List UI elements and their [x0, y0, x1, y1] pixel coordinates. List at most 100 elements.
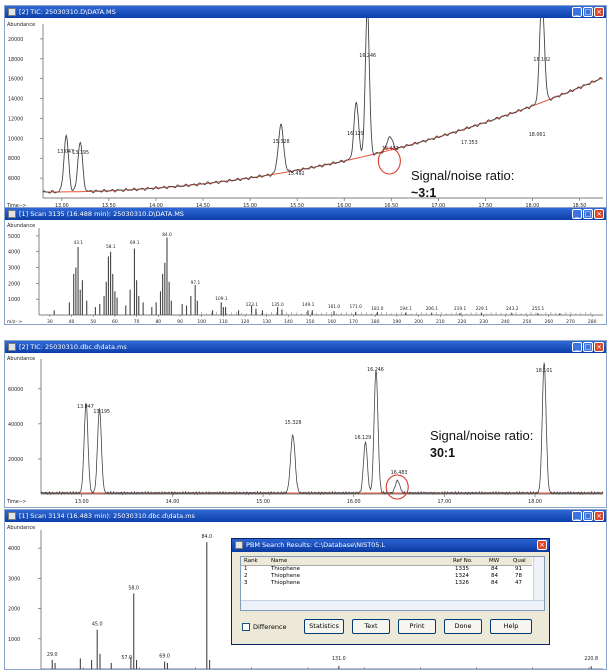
x-tick-label: 90 [177, 319, 183, 324]
dialog-icon [235, 541, 243, 549]
col-rank[interactable]: Rank [244, 558, 258, 564]
pbm-search-dialog: PBM Search Results: C:\Database\NIST05.L… [231, 538, 550, 645]
maximize-icon[interactable]: □ [583, 7, 593, 17]
minimize-icon[interactable]: _ [572, 209, 582, 219]
peak-label: 161.0 [328, 304, 341, 310]
vertical-scrollbar[interactable] [533, 557, 544, 601]
close-icon[interactable]: × [594, 342, 604, 352]
peak-label: 58.1 [106, 244, 116, 250]
peak-label: 149.1 [302, 302, 315, 308]
x-tick-label: 270 [566, 319, 575, 324]
peak-label: 69.1 [130, 240, 140, 246]
sn-annotation-bottom: Signal/noise ratio: 30:1 [430, 428, 533, 460]
peak-label: 135.0 [271, 302, 284, 308]
maximize-icon[interactable]: □ [583, 342, 593, 352]
difference-checkbox[interactable] [242, 623, 250, 631]
help-button[interactable]: Help [490, 619, 532, 634]
spectrum-chart-1: Abundance 5000 4000 3000 2000 1000 30 40 50 60 70 8… [7, 223, 603, 324]
y-tick-label: 60000 [8, 387, 23, 393]
table-row[interactable]: 1 Thiophene 1335 84 91 [241, 566, 532, 573]
spectrum-window-2-titlebar[interactable]: [1] Scan 3134 (16.483 min): 25030310.dbc… [5, 510, 606, 522]
x-tick-label: 50 [90, 319, 96, 324]
row-rank: 3 [244, 580, 248, 586]
table-row[interactable]: 3 Thiophene 1326 84 47 [241, 580, 532, 587]
peak-label: 45.0 [92, 622, 103, 628]
row-rank: 2 [244, 573, 248, 579]
col-qual[interactable]: Qual [513, 558, 526, 564]
x-tick-label: 15.00 [256, 499, 270, 505]
tic-window-1-titlebar[interactable]: [2] TIC: 25030310.D\DATA.MS _ □ × [5, 6, 606, 18]
maximize-icon[interactable]: □ [583, 511, 593, 521]
x-tick-label: 70 [134, 319, 140, 324]
x-tick-label: 17.00 [438, 499, 452, 505]
peak-label: 29.0 [47, 652, 58, 658]
highlight-circle [385, 474, 409, 500]
x-tick-label: 16.00 [337, 203, 351, 209]
row-ref: 1324 [455, 573, 469, 579]
peak-label: 171.0 [350, 304, 363, 310]
x-axis-label: Time--> [6, 203, 26, 209]
peak-label: 18.102 [533, 57, 550, 63]
row-rank: 1 [244, 566, 248, 572]
close-icon[interactable]: × [594, 209, 604, 219]
x-tick-label: 16.50 [384, 203, 398, 209]
y-tick-label: 4000 [8, 546, 20, 552]
y-tick-label: 20000 [8, 457, 23, 463]
y-tick-label: 5000 [8, 234, 20, 240]
y-tick-label: 18000 [8, 57, 23, 63]
x-tick-label: 210 [436, 319, 445, 324]
sn-label-bottom: Signal/noise ratio: [430, 428, 534, 443]
text-button[interactable]: Text [352, 619, 390, 634]
y-tick-label: 40000 [8, 422, 23, 428]
dialog-close-icon[interactable]: × [537, 540, 547, 550]
row-name: Thiophene [271, 580, 300, 586]
tic-window-2: [2] TIC: 25030310.dbc.d\data.ms _ □ × Ab… [4, 340, 607, 508]
minimize-icon[interactable]: _ [572, 7, 582, 17]
peak-label: 13.195 [72, 150, 89, 156]
x-tick-label: 13.50 [102, 203, 116, 209]
peak-label: 220.8 [584, 656, 598, 662]
close-icon[interactable]: × [594, 511, 604, 521]
tic-chart-1: Abundance 20000 18000 16000 14000 12000 10000 8… [6, 18, 603, 209]
table-row[interactable]: 2 Thiophene 1324 84 78 [241, 573, 532, 580]
x-tick-label: 140 [284, 319, 293, 324]
highlight-circle [377, 147, 401, 175]
col-name[interactable]: Name [271, 558, 288, 564]
horizontal-scrollbar[interactable] [241, 600, 544, 610]
dialog-titlebar[interactable]: PBM Search Results: C:\Database\NIST05.L… [232, 539, 549, 552]
peak-label: 18.101 [536, 368, 553, 374]
minimize-icon[interactable]: _ [572, 511, 582, 521]
x-tick-label: 17.00 [431, 203, 445, 209]
x-tick-label: 16.00 [347, 499, 361, 505]
y-axis-label: Abundance [7, 356, 35, 362]
baseline-line [43, 77, 603, 193]
maximize-icon[interactable]: □ [583, 209, 593, 219]
peak-label: 13.047 [57, 149, 74, 155]
minimize-icon[interactable]: _ [572, 342, 582, 352]
print-button[interactable]: Print [398, 619, 436, 634]
window-icon [8, 210, 16, 218]
peak-label: 13.195 [93, 409, 110, 415]
statistics-button[interactable]: Statistics [304, 619, 344, 634]
tic-trace [40, 362, 604, 496]
x-tick-label: 80 [155, 319, 161, 324]
row-name: Thiophene [271, 566, 300, 572]
row-name: Thiophene [271, 573, 300, 579]
y-tick-label: 4000 [8, 250, 20, 256]
peak-label: 16.246 [359, 53, 376, 59]
col-mw[interactable]: MW [489, 558, 500, 564]
col-ref[interactable]: Ref No. [453, 558, 473, 564]
peak-label: 43.1 [73, 240, 83, 246]
x-tick-label: 250 [523, 319, 532, 324]
row-mw: 84 [491, 580, 498, 586]
results-list[interactable]: Rank Name Ref No. MW Qual 1 Thiophene 13… [240, 556, 545, 611]
peak-label: 69.0 [159, 653, 170, 659]
x-tick-label: 190 [393, 319, 402, 324]
peak-label: 131.0 [332, 656, 346, 662]
window-icon [8, 343, 16, 351]
peak-label: 16.483 [391, 470, 408, 476]
done-button[interactable]: Done [444, 619, 482, 634]
spectrum-window-1-titlebar[interactable]: [1] Scan 3135 (16.488 min): 25030310.D\D… [5, 208, 606, 220]
close-icon[interactable]: × [594, 7, 604, 17]
tic-window-2-titlebar[interactable]: [2] TIC: 25030310.dbc.d\data.ms _ □ × [5, 341, 606, 353]
